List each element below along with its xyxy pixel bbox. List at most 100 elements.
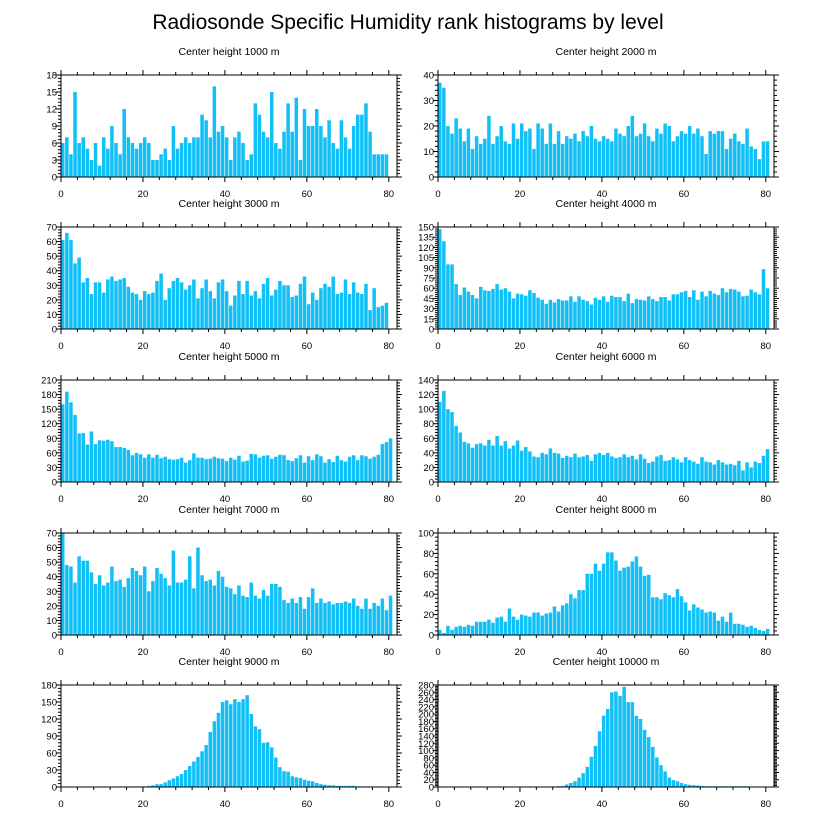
histogram-bar [208,732,213,787]
histogram-bar [106,582,110,635]
histogram-bar [147,591,151,635]
histogram-bar [708,290,712,329]
histogram-bar [384,610,389,635]
histogram-bar [720,462,725,482]
histogram-bar [569,782,573,787]
histogram-bar [745,626,749,635]
histogram-bar [376,605,381,635]
y-tick-label: 220 [418,702,434,713]
histogram-bar [122,448,126,482]
histogram-bar [245,597,249,635]
y-tick-label: 90 [46,732,57,743]
histogram-bar [265,278,270,329]
y-tick-label: 280 [418,681,434,692]
histogram-bar [257,298,262,329]
histogram-bar [200,575,204,635]
histogram-bar [286,771,290,787]
x-tick-label: 0 [435,341,440,352]
histogram-bar [278,454,282,482]
histogram-bar [114,447,118,482]
histogram-bar [544,143,549,177]
histogram-bar [630,115,635,177]
y-tick-label: 9 [52,122,57,133]
histogram-bar [118,447,122,482]
histogram-bar [745,462,749,482]
panel-title: Center height 8000 m [556,504,657,516]
histogram-bar [151,292,155,329]
histogram-bar [720,616,725,635]
histogram-bar [446,625,450,635]
x-tick-label: 0 [58,647,63,658]
histogram-bar [89,572,94,635]
histogram-bar [220,702,225,787]
histogram-bar [577,590,581,635]
histogram-bar [503,141,508,177]
x-tick-label: 40 [597,494,608,505]
histogram-bar [196,756,200,787]
histogram-bar [667,460,671,482]
histogram-bar [319,288,323,329]
histogram-bar [630,303,635,329]
x-tick-label: 60 [302,341,313,352]
histogram-bar [69,566,73,635]
y-tick-label: 20 [423,610,434,621]
histogram-bar [323,137,327,177]
histogram-bar [544,303,549,329]
histogram-bar [200,288,204,329]
histogram-bar [593,745,598,787]
x-tick-label: 80 [761,799,772,810]
histogram-bar [454,118,458,177]
histogram-bar [634,299,639,329]
histogram-bar [261,455,266,482]
histogram-bar [548,123,553,177]
histogram-bar [175,459,180,482]
histogram-bar [683,784,688,787]
histogram-bar [183,462,188,482]
histogram-bar [675,589,680,635]
histogram-bar [741,143,745,177]
histogram-bar [220,279,225,329]
histogram-bar [606,138,610,177]
histogram-bar [331,785,335,787]
histogram-bar [634,715,639,787]
y-tick-label: 90 [46,434,57,445]
histogram-bar [89,431,94,482]
histogram-bar [507,448,512,482]
histogram-bar [216,282,221,329]
y-tick-label: 120 [418,739,434,750]
histogram-bar [323,784,327,787]
histogram-bar [610,692,614,787]
histogram-bar [73,414,77,482]
histogram-bar [597,731,602,787]
histogram-bar [269,92,274,177]
histogram-bar [310,460,315,482]
histogram-bar [466,624,471,635]
panel-8: Center height 8000 m 0 20 40 60 80 100 0 20 40 60 8… [418,504,779,658]
histogram-bar [696,607,700,635]
histogram-bar [134,570,139,635]
histogram-bar [241,143,245,177]
histogram-bar [638,566,643,635]
y-tick-label: 20 [46,295,57,306]
y-tick-label: 70 [46,223,57,234]
x-tick-label: 40 [597,799,608,810]
histogram-bar [671,457,676,482]
histogram-bar [667,777,671,787]
histogram-bar [487,619,491,635]
histogram-bar [593,563,598,635]
histogram-bar [380,154,385,177]
y-tick-label: 150 [41,405,57,416]
histogram-bar [253,726,258,787]
histogram-bar [614,297,618,329]
histogram-bar [606,301,610,329]
histogram-bar [175,148,180,177]
histogram-bar [167,780,172,787]
histogram-bar [659,297,663,329]
histogram-bar [737,141,741,177]
x-tick-label: 80 [384,647,395,658]
histogram-bar [700,136,704,177]
x-tick-label: 40 [220,189,231,200]
histogram-bar [261,589,266,635]
histogram-bar [663,460,667,482]
